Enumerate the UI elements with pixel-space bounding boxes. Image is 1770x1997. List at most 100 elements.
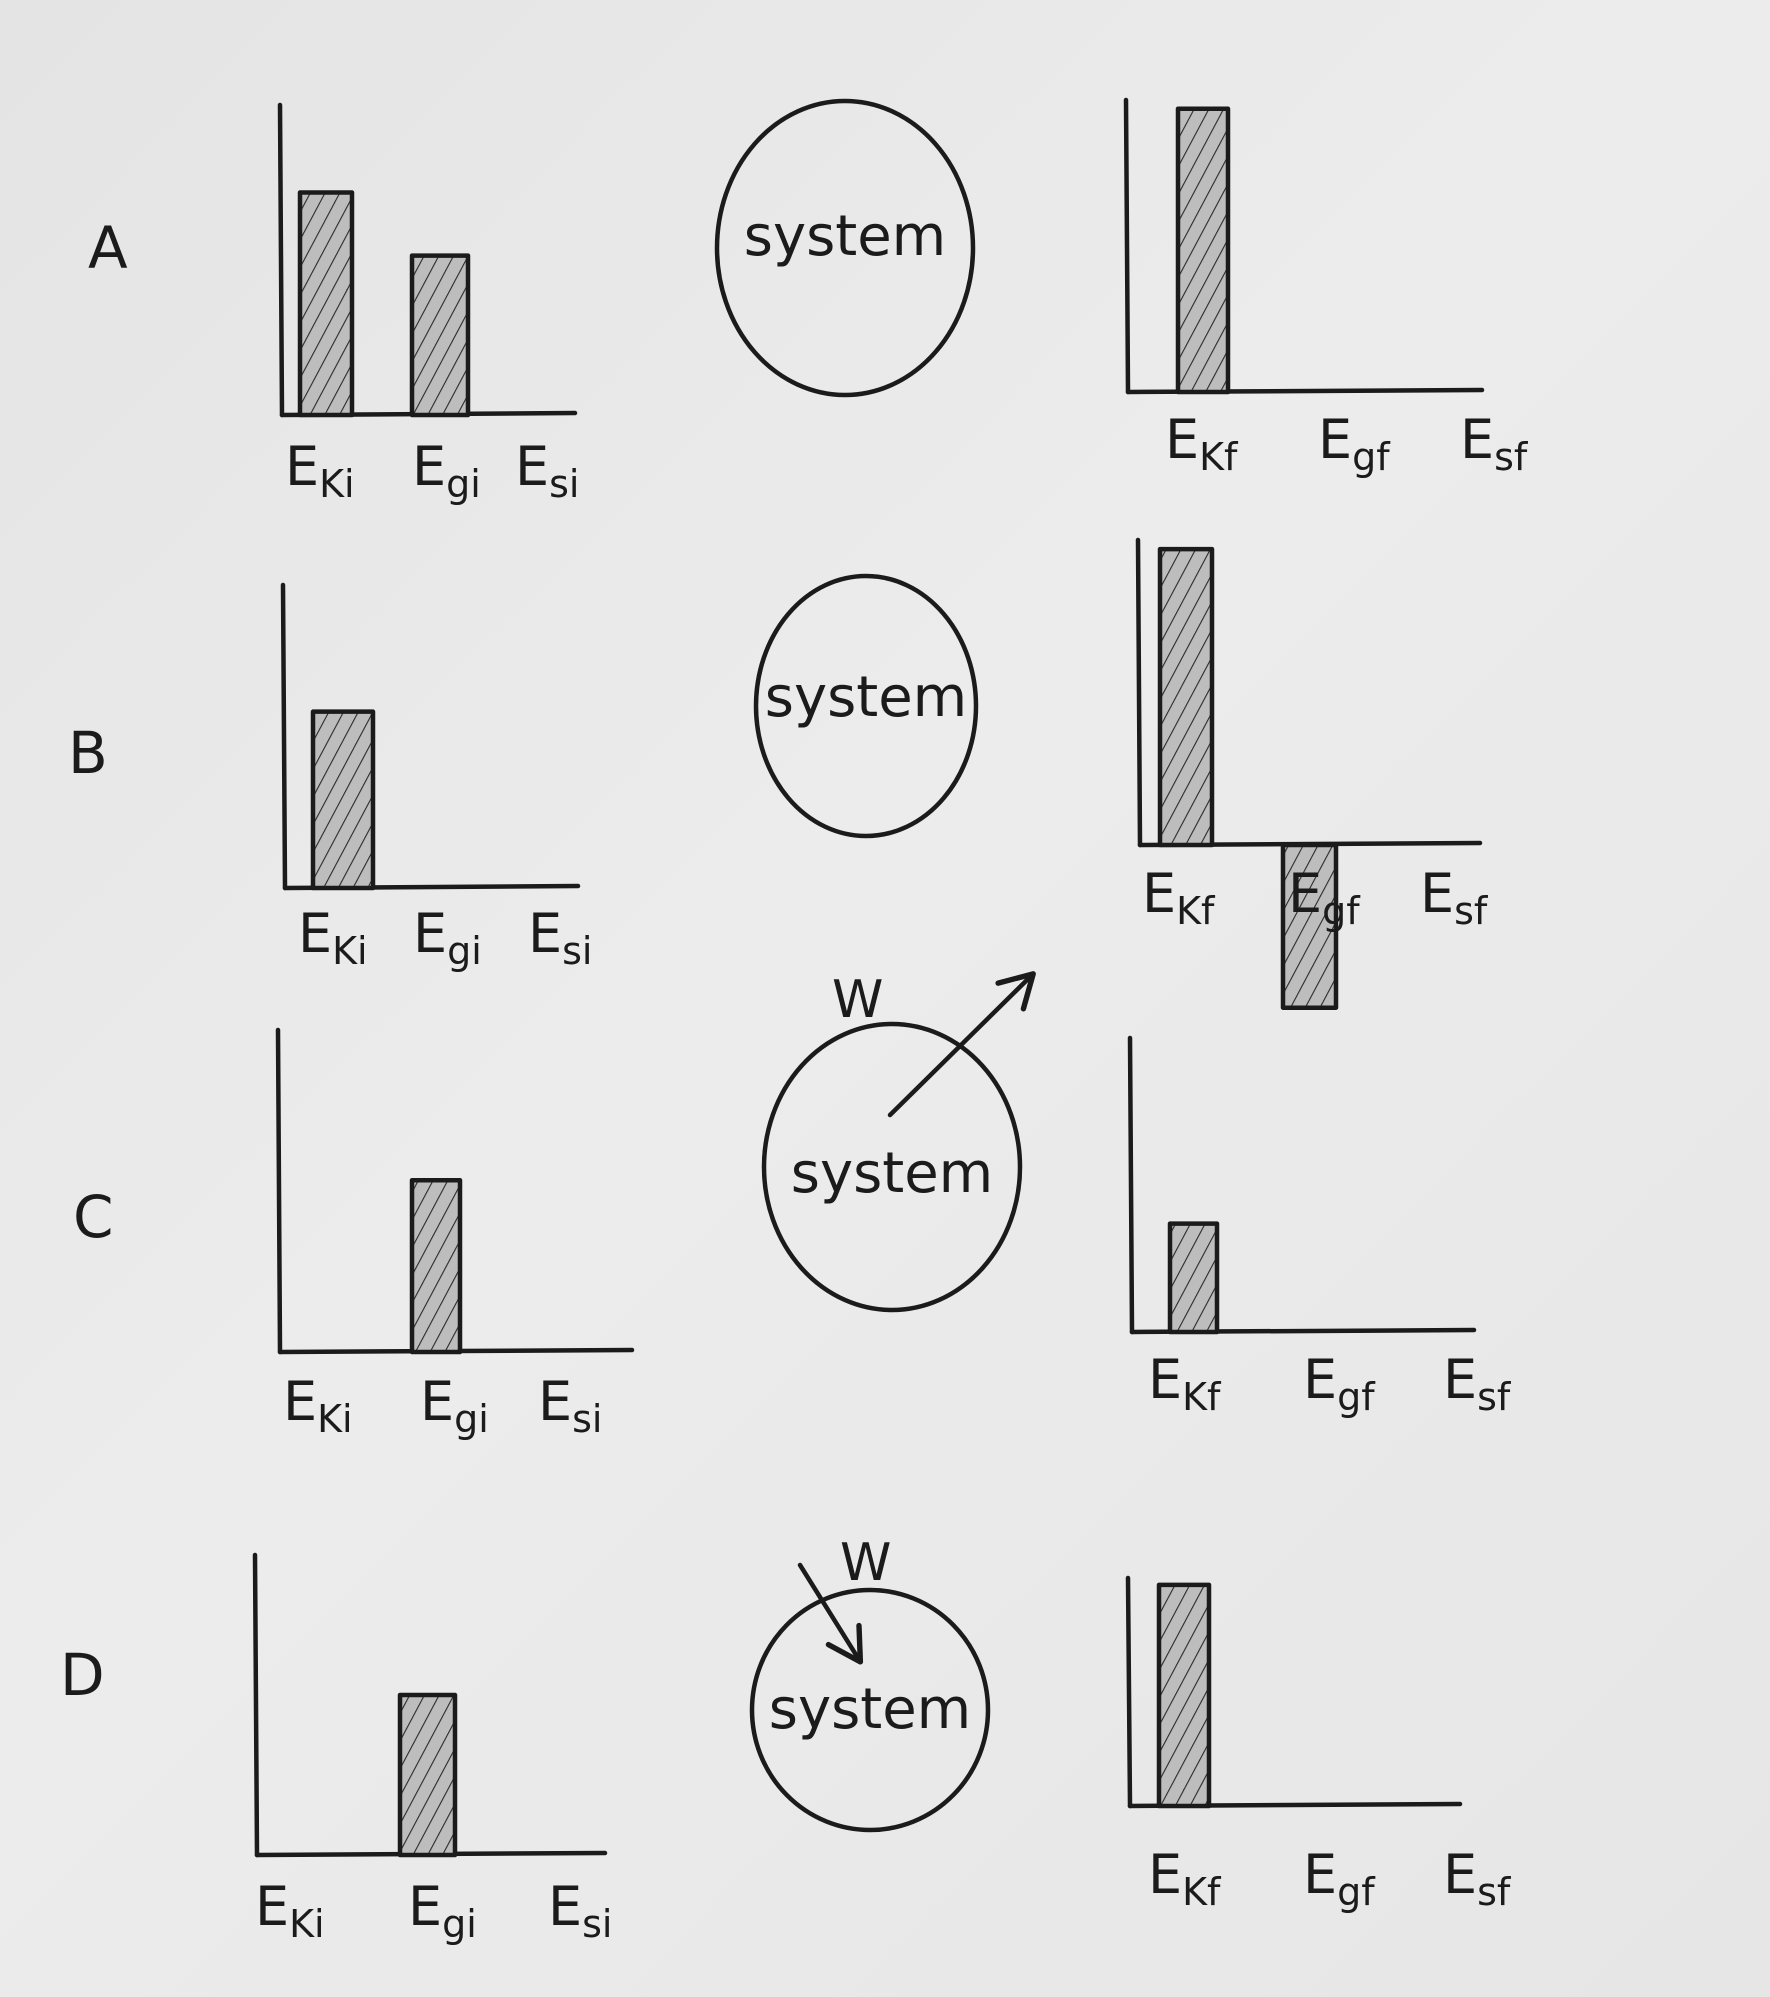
row-a-final-chart-tick-ekf: EKf — [1165, 408, 1239, 479]
row-a-initial-chart-tick-egi: Egi — [412, 435, 481, 506]
row-d-initial-chart-tick-esi: Esi — [548, 1875, 612, 1946]
row-c-final-chart-tick-ekf: EKf — [1148, 1348, 1222, 1419]
row-b-initial-chart-tick-egi-letter: E — [413, 902, 447, 965]
row-b-final-chart-tick-esf-subscript: sf — [1454, 889, 1489, 933]
row-d-final-chart-bar-ekf — [1156, 1582, 1212, 1809]
row-b-final-chart-tick-egf-letter: E — [1288, 862, 1322, 925]
row-c-final-chart-tick-ekf-subscript: Kf — [1182, 1375, 1222, 1419]
row-b-initial-chart-tick-esi: Esi — [528, 902, 592, 973]
row-b-initial-chart-tick-egi-subscript: gi — [447, 929, 482, 973]
row-d-initial-chart-y-axis — [252, 1552, 260, 1858]
row-c-final-chart-tick-esf-letter: E — [1443, 1348, 1477, 1411]
row-a-initial-chart-tick-eki-letter: E — [285, 435, 319, 498]
row-b-final-chart-tick-esf-letter: E — [1420, 862, 1454, 925]
row-d-final-chart-y-axis — [1125, 1575, 1133, 1809]
row-c-final-chart-tick-egf-subscript: gf — [1337, 1375, 1376, 1419]
row-a-final-chart-y-axis — [1123, 97, 1131, 395]
row-d-initial-chart-tick-esi-letter: E — [548, 1875, 582, 1938]
row-d-final-chart-tick-ekf: EKf — [1148, 1843, 1222, 1914]
row-a-initial-chart-tick-esi-subscript: si — [549, 462, 579, 506]
row-c-initial-chart-tick-eki: EKi — [283, 1370, 353, 1441]
row-c-initial-chart-tick-eki-letter: E — [283, 1370, 317, 1433]
row-b-initial-chart-tick-esi-letter: E — [528, 902, 562, 965]
row-d-final-chart-tick-esf-subscript: sf — [1477, 1870, 1512, 1914]
row-b-initial-chart-y-axis — [280, 582, 288, 891]
row-b-initial-chart-tick-eki-letter: E — [298, 902, 332, 965]
row-c-initial-chart-tick-esi-letter: E — [538, 1370, 572, 1433]
row-c-final-chart-tick-egf: Egf — [1303, 1348, 1376, 1419]
row-d-work-label: W — [840, 1533, 891, 1593]
row-c-initial-chart-tick-egi-subscript: gi — [454, 1397, 489, 1441]
row-d-label: D — [60, 1641, 105, 1709]
row-d-initial-chart-tick-egi-letter: E — [408, 1875, 442, 1938]
row-c-final-chart-tick-esf-subscript: sf — [1477, 1375, 1512, 1419]
row-c-initial-chart-y-axis — [275, 1027, 283, 1355]
row-b-system-boundary — [753, 573, 979, 839]
row-d-initial-chart-tick-esi-subscript: si — [582, 1902, 612, 1946]
row-b-initial-chart-bar-eki — [310, 709, 376, 891]
row-a-initial-chart-bar-egi — [409, 253, 471, 418]
row-c-final-chart-bar-ekf — [1167, 1221, 1220, 1335]
row-a-system-label: system — [744, 204, 946, 269]
row-d-final-chart-tick-esf-letter: E — [1443, 1843, 1477, 1906]
row-d-final-chart-tick-egf-letter: E — [1303, 1843, 1337, 1906]
row-d-initial-chart-tick-egi: Egi — [408, 1875, 477, 1946]
row-c-final-chart-tick-egf-letter: E — [1303, 1348, 1337, 1411]
row-a-final-chart-tick-ekf-letter: E — [1165, 408, 1199, 471]
row-c-work-arrow-out — [887, 971, 1036, 1118]
row-c-initial-chart-tick-egi-letter: E — [420, 1370, 454, 1433]
row-c-initial-chart-tick-esi-subscript: si — [572, 1397, 602, 1441]
row-a-final-chart-bar-ekf — [1175, 106, 1231, 395]
row-b-final-chart-tick-egf-subscript: gf — [1322, 889, 1361, 933]
row-d-final-chart-tick-egf-subscript: gf — [1337, 1870, 1376, 1914]
row-d-final-chart-tick-ekf-letter: E — [1148, 1843, 1182, 1906]
row-b-final-chart-bar-ekf — [1157, 546, 1215, 848]
row-d-initial-chart-tick-egi-subscript: gi — [442, 1902, 477, 1946]
row-d-final-chart-tick-egf: Egf — [1303, 1843, 1376, 1914]
row-a-initial-chart-tick-esi-letter: E — [515, 435, 549, 498]
row-a-final-chart-tick-egf: Egf — [1318, 408, 1391, 479]
row-d-initial-chart-tick-eki: EKi — [255, 1875, 325, 1946]
row-a-final-chart-tick-egf-subscript: gf — [1352, 435, 1391, 479]
row-c-final-chart-tick-ekf-letter: E — [1148, 1348, 1182, 1411]
row-c-final-chart-tick-esf: Esf — [1443, 1348, 1512, 1419]
row-a-final-chart-tick-esf: Esf — [1460, 408, 1529, 479]
row-b-final-chart-tick-egf: Egf — [1288, 862, 1361, 933]
row-a-final-chart-tick-esf-subscript: sf — [1494, 435, 1529, 479]
row-c-label: C — [73, 1183, 114, 1251]
row-c-initial-chart-tick-esi: Esi — [538, 1370, 602, 1441]
row-b-initial-chart-tick-esi-subscript: si — [562, 929, 592, 973]
row-a-initial-chart-y-axis — [277, 102, 285, 418]
row-b-final-chart-tick-ekf-letter: E — [1142, 862, 1176, 925]
row-c-final-chart-y-axis — [1127, 1035, 1135, 1335]
row-c-initial-chart-tick-egi: Egi — [420, 1370, 489, 1441]
row-b-system-label: system — [765, 665, 967, 730]
row-a-final-chart-tick-ekf-subscript: Kf — [1199, 435, 1239, 479]
row-b-final-chart-y-axis — [1135, 537, 1143, 848]
row-a-label: A — [88, 214, 128, 282]
row-d-system-label: system — [769, 1677, 971, 1742]
row-d-work-arrow-in — [797, 1562, 864, 1665]
row-d-system-boundary — [749, 1587, 991, 1833]
row-d-initial-chart-bar-egi — [397, 1692, 458, 1858]
row-a-system-boundary — [714, 98, 976, 398]
row-a-initial-chart-bar-eki — [297, 190, 355, 418]
row-a-initial-chart-tick-esi: Esi — [515, 435, 579, 506]
row-a-initial-chart-tick-egi-letter: E — [412, 435, 446, 498]
row-b-final-chart-tick-ekf-subscript: Kf — [1176, 889, 1216, 933]
row-a-initial-chart-tick-egi-subscript: gi — [446, 462, 481, 506]
row-c-system-boundary — [761, 1021, 1023, 1313]
row-b-final-chart-bar-egf — [1280, 842, 1339, 1010]
row-c-initial-chart-bar-egi — [409, 1177, 463, 1355]
row-a-final-chart-tick-esf-letter: E — [1460, 408, 1494, 471]
row-d-final-chart-tick-esf: Esf — [1443, 1843, 1512, 1914]
row-d-initial-chart-tick-eki-letter: E — [255, 1875, 289, 1938]
row-b-label: B — [68, 719, 108, 787]
row-b-final-chart-tick-ekf: EKf — [1142, 862, 1216, 933]
row-a-initial-chart-tick-eki: EKi — [285, 435, 355, 506]
